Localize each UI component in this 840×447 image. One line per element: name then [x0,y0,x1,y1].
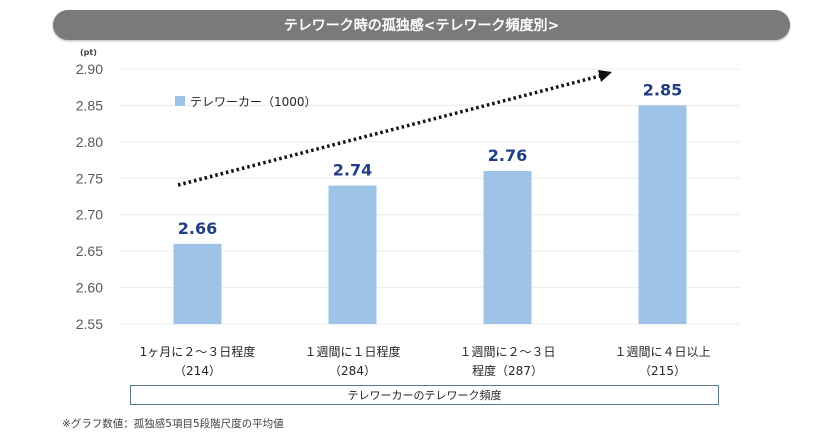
y-axis-ticks: 2.90 2.85 2.80 2.75 2.70 2.65 2.60 2.55 [76,61,103,332]
y-tick-label: 2.60 [76,280,103,296]
data-label: 2.85 [643,80,682,99]
legend-swatch [175,96,185,106]
legend-label: テレワーカー（1000） [190,95,317,109]
data-label: 2.66 [178,219,217,238]
y-tick-label: 2.85 [76,97,103,113]
data-labels: 2.66 2.74 2.76 2.85 [178,80,682,237]
bar [638,105,687,324]
legend: テレワーカー（1000） [175,95,317,109]
bar [328,185,377,324]
y-tick-label: 2.75 [76,170,103,186]
y-tick-label: 2.70 [76,207,103,223]
y-tick-label: 2.65 [76,243,103,259]
category-labels: 1ヶ月に２～３日程度 （214） １週間に１日程度 （284） １週間に２～３日程度（2… [140,344,711,378]
footnote: ※グラフ数値：孤独感5項目5段階尺度の平均値 [62,418,284,430]
gridlines [120,68,740,325]
bar [173,243,222,324]
category-label: １週間に２～３日 [459,345,555,359]
x-axis-title: テレワーカーのテレワーク頻度 [130,385,719,405]
trend-line [177,74,601,187]
category-label: 程度（287） [472,363,543,378]
y-axis-unit: (pt) [80,48,97,57]
category-label: １週間に１日程度 [304,344,400,359]
data-label: 2.76 [488,146,527,165]
bar [483,171,532,324]
data-label: 2.74 [333,161,372,180]
bars [173,105,687,324]
category-label: １週間に４日以上 [614,345,710,359]
category-label: 1ヶ月に２～３日程度 [140,344,256,359]
category-label: （215） [639,364,686,378]
trend-arrowhead [598,70,612,82]
y-tick-label: 2.90 [76,61,103,77]
y-tick-label: 2.80 [76,134,103,150]
trend-arrow [177,70,612,187]
category-label: （214） [174,364,221,378]
y-tick-label: 2.55 [76,316,103,332]
chart-title: テレワーク時の孤独感<テレワーク頻度別> [53,10,790,40]
category-label: （284） [329,364,376,378]
